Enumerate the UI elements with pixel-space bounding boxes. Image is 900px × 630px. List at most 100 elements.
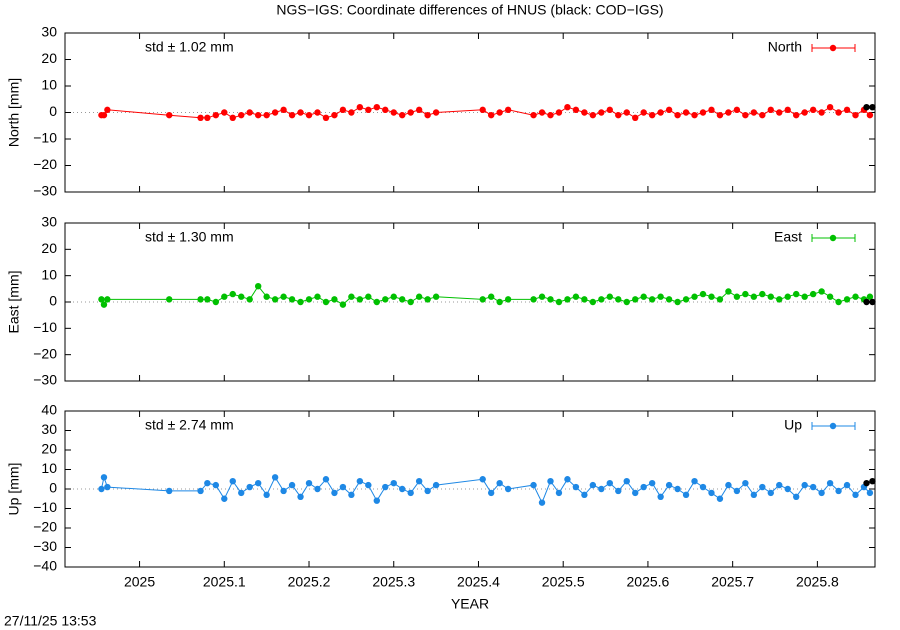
data-point [699, 290, 707, 298]
x-tick-label: 2025.8 [796, 574, 839, 590]
data-point [657, 493, 664, 500]
data-point [793, 111, 800, 119]
data-point [555, 109, 563, 116]
data-point [784, 106, 791, 114]
data-point [530, 111, 537, 119]
data-point [204, 296, 211, 303]
data-point [750, 293, 758, 300]
data-point [254, 479, 262, 487]
data-point [759, 290, 766, 298]
data-point [538, 499, 546, 506]
data-point [665, 106, 673, 114]
y-tick-label: 10 [41, 460, 57, 476]
data-point [221, 495, 228, 502]
data-point [288, 296, 296, 303]
data-point [606, 479, 614, 487]
data-point [776, 296, 783, 303]
data-point [166, 296, 173, 303]
data-point [826, 479, 834, 487]
data-point [271, 109, 279, 116]
data-point [212, 111, 220, 119]
data-point [197, 296, 204, 303]
data-point [390, 479, 397, 487]
y-axis-label: Up [mm] [6, 463, 22, 516]
y-tick-label: 0 [49, 480, 57, 496]
data-point [246, 296, 253, 303]
data-point [725, 481, 732, 489]
data-point [263, 293, 270, 300]
data-point [373, 104, 380, 111]
y-tick-label: −30 [33, 183, 57, 199]
data-point [382, 106, 389, 114]
data-point [479, 106, 486, 114]
y-axis-label: North [mm] [6, 78, 22, 147]
data-point [725, 288, 732, 295]
data-point [708, 489, 715, 497]
data-point [801, 293, 808, 300]
data-point [382, 483, 389, 491]
data-point [843, 106, 851, 114]
data-point [365, 106, 372, 114]
data-point [424, 296, 431, 303]
data-point [809, 483, 817, 491]
y-tick-label: −20 [33, 345, 57, 361]
data-point [581, 491, 588, 499]
y-tick-label: −10 [33, 130, 57, 146]
x-tick-label: 2025.7 [711, 574, 754, 590]
data-point [229, 114, 236, 122]
data-point [598, 296, 605, 303]
data-point [373, 497, 380, 504]
legend-marker [829, 234, 837, 242]
std-annotation: std ± 1.02 mm [145, 39, 234, 55]
data-point [271, 296, 279, 303]
data-point [863, 298, 870, 306]
data-point [793, 493, 800, 500]
data-point [691, 478, 698, 485]
data-point [742, 111, 749, 119]
data-point [657, 293, 664, 300]
y-tick-label: 30 [41, 421, 57, 437]
data-point [615, 487, 622, 495]
y-tick-label: 20 [41, 441, 57, 457]
data-point [547, 111, 554, 119]
y-tick-label: −30 [33, 538, 57, 554]
y-tick-label: 40 [41, 402, 57, 418]
data-point [98, 485, 105, 493]
data-point [640, 483, 647, 491]
data-point [869, 478, 876, 485]
data-point [852, 111, 859, 119]
legend-marker [829, 422, 837, 430]
data-point [104, 483, 111, 491]
data-point [504, 106, 512, 114]
data-point [238, 293, 245, 300]
data-point [407, 298, 414, 306]
data-point [288, 481, 296, 489]
data-point [305, 479, 313, 487]
legend-label: Up [784, 417, 802, 433]
data-point [204, 114, 211, 122]
data-point [263, 111, 270, 119]
y-tick-label: −40 [33, 558, 57, 574]
data-point [784, 293, 791, 300]
data-point [665, 481, 673, 489]
data-point [229, 478, 236, 485]
data-point [322, 476, 330, 483]
data-point [496, 109, 503, 116]
x-tick-label: 2025.5 [542, 574, 585, 590]
data-point [615, 111, 622, 119]
data-point [204, 479, 211, 487]
chart-title: NGS−IGS: Coordinate differences of HNUS … [276, 2, 663, 18]
data-point [238, 111, 245, 119]
data-point [197, 114, 204, 122]
data-point [166, 487, 173, 495]
data-point [793, 290, 800, 298]
data-point [767, 489, 774, 497]
data-point [581, 109, 588, 116]
data-point [254, 111, 262, 119]
data-point [221, 293, 228, 300]
y-tick-label: 10 [41, 266, 57, 282]
data-point [322, 298, 330, 306]
data-point [826, 104, 834, 111]
data-point [866, 111, 874, 119]
